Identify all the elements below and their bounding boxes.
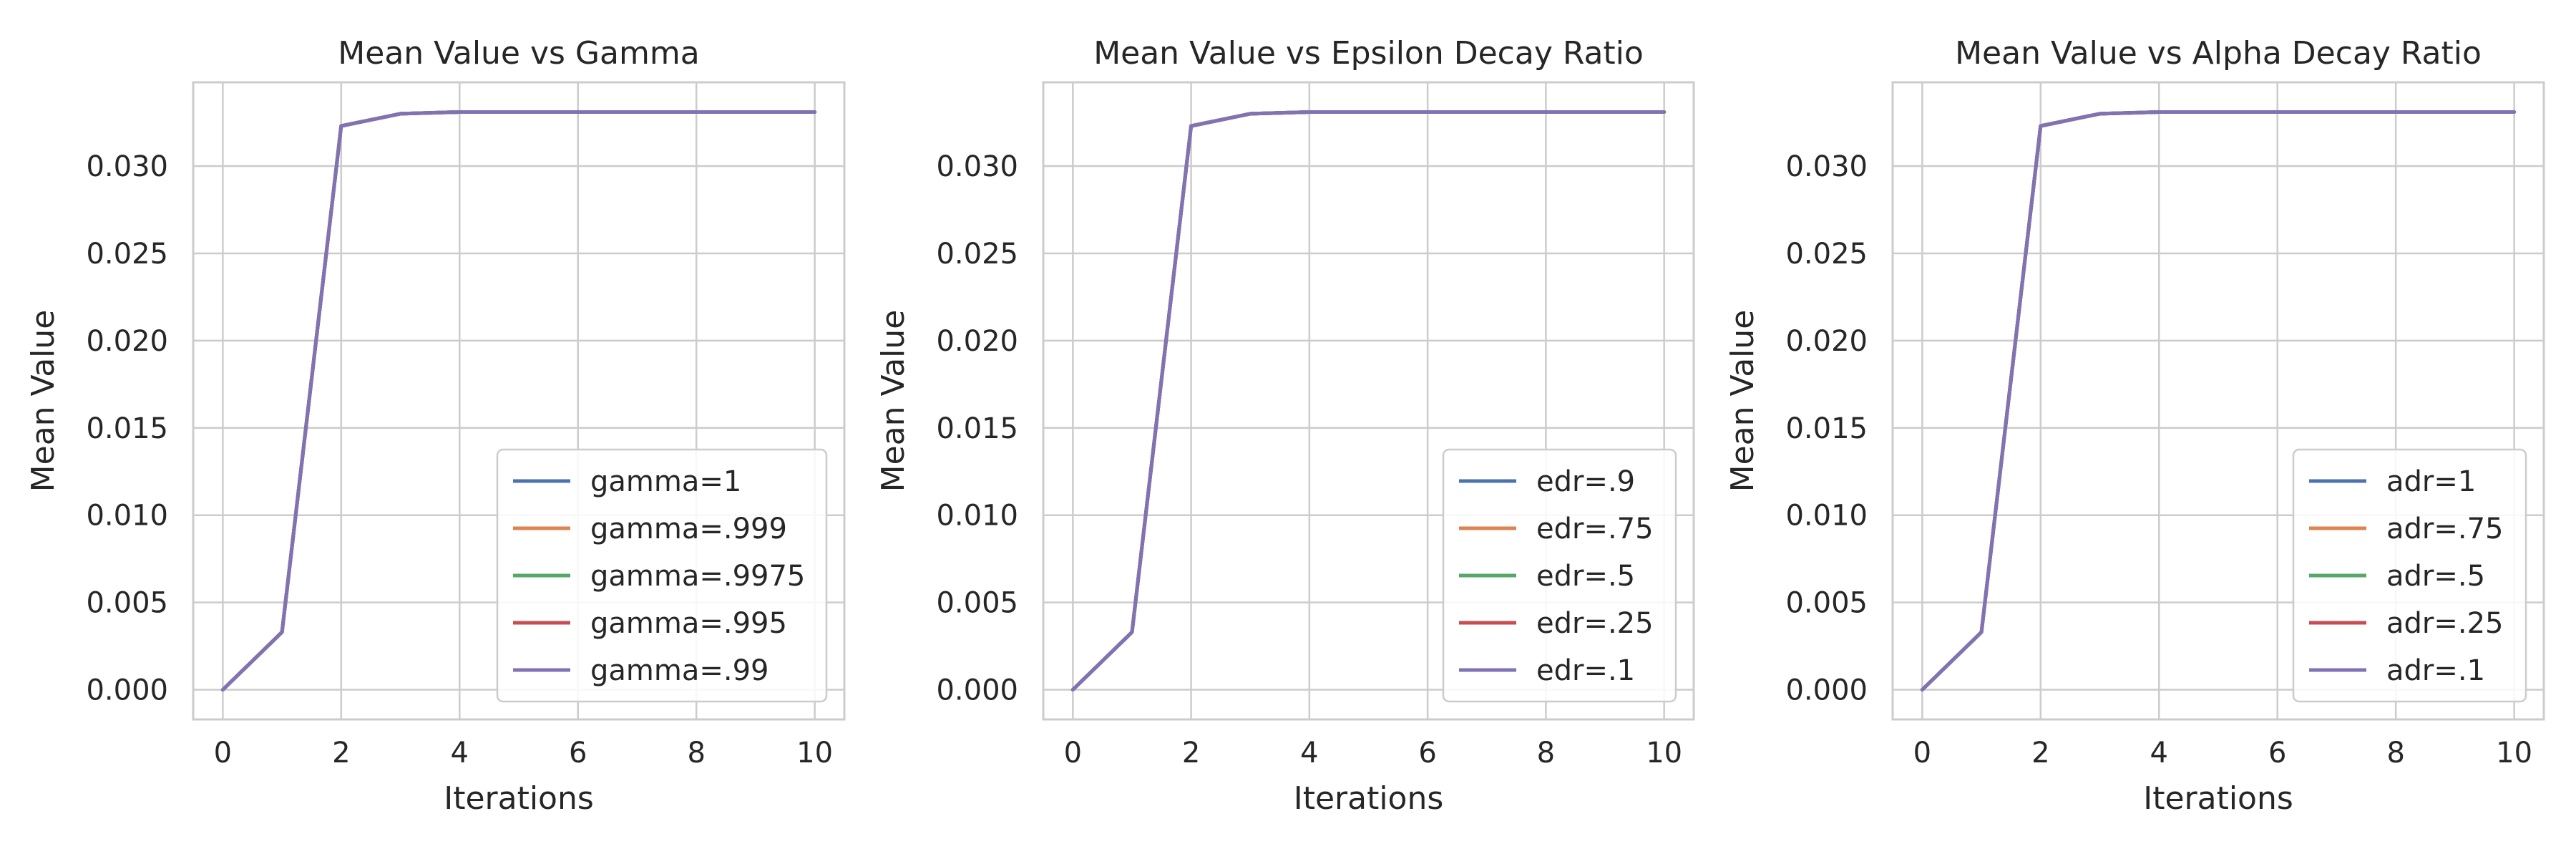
- y-tick-label: 0.020: [936, 325, 1018, 358]
- legend-label: gamma=.99: [590, 654, 769, 687]
- x-tick-label: 0: [1913, 737, 1931, 770]
- x-tick-label: 8: [687, 737, 705, 770]
- y-tick-label: 0.020: [86, 325, 168, 358]
- x-tick-label: 10: [796, 737, 833, 770]
- x-tick-label: 0: [214, 737, 232, 770]
- y-tick-label: 0.005: [1785, 587, 1868, 620]
- y-tick-label: 0.000: [936, 674, 1018, 707]
- y-tick-label: 0.030: [86, 150, 168, 183]
- legend-label: gamma=1: [590, 465, 741, 498]
- y-axis-label: Mean Value: [25, 310, 62, 492]
- x-tick-label: 10: [2496, 737, 2532, 770]
- legend-label: edr=.5: [1536, 560, 1635, 593]
- x-tick-label: 6: [1418, 737, 1436, 770]
- y-tick-label: 0.025: [936, 238, 1018, 271]
- y-tick-label: 0.015: [86, 412, 168, 445]
- y-tick-label: 0.015: [1785, 412, 1868, 445]
- x-axis-label: Iterations: [444, 780, 594, 817]
- series-line-5: [1920, 110, 2517, 691]
- x-tick-label: 8: [2386, 737, 2404, 770]
- legend: gamma=1 gamma=.999 gamma=.9975 gamma=.995 ga…: [496, 448, 828, 703]
- y-axis-label: Mean Value: [1724, 310, 1761, 492]
- x-axis-label: Iterations: [1294, 780, 1444, 817]
- legend-box: [496, 448, 828, 703]
- y-tick-label: 0.000: [86, 674, 168, 707]
- legend-label: gamma=.995: [590, 607, 787, 640]
- y-tick-label: 0.010: [1785, 500, 1868, 533]
- y-axis-label: Mean Value: [875, 310, 912, 492]
- x-tick-label: 4: [1300, 737, 1318, 770]
- chart-panel-1: 0 2 4 6 8 10 0.000 0.005 0.010 0.015 0.020 0.025 0.0…: [25, 35, 846, 817]
- legend: adr=1 adr=.75 adr=.5 adr=.25 adr=.1: [2292, 448, 2527, 703]
- y-tick-label: 0.020: [1785, 325, 1868, 358]
- y-tick-label: 0.015: [936, 412, 1018, 445]
- x-tick-label: 4: [451, 737, 469, 770]
- legend-label: adr=.25: [2386, 607, 2503, 640]
- series-line-5: [220, 110, 817, 691]
- legend-label: adr=1: [2386, 465, 2476, 498]
- y-tick-label: 0.025: [86, 238, 168, 271]
- x-tick-label: 4: [2150, 737, 2168, 770]
- chart-panel-3: 0 2 4 6 8 10 0.000 0.005 0.010 0.015 0.020 0.025 0.0…: [1724, 35, 2545, 817]
- legend-label: gamma=.999: [590, 513, 787, 545]
- legend-box: [2292, 448, 2527, 703]
- legend-label: adr=.1: [2386, 654, 2485, 687]
- legend-label: edr=.75: [1536, 513, 1654, 545]
- legend-label: edr=.1: [1536, 654, 1635, 687]
- chart-panel-2: 0 2 4 6 8 10 0.000 0.005 0.010 0.015 0.020 0.025 0.0…: [875, 35, 1695, 817]
- y-tick-label: 0.030: [1785, 150, 1868, 183]
- y-tick-label: 0.010: [86, 500, 168, 533]
- y-tick-label: 0.010: [936, 500, 1018, 533]
- y-tick-label: 0.005: [86, 587, 168, 620]
- x-tick-label: 10: [1646, 737, 1682, 770]
- legend-label: adr=.5: [2386, 560, 2485, 593]
- legend: edr=.9 edr=.75 edr=.5 edr=.25 edr=.1: [1442, 448, 1677, 703]
- plot-frame: [192, 81, 846, 721]
- chart-title: Mean Value vs Gamma: [338, 35, 699, 72]
- x-tick-label: 6: [2268, 737, 2286, 770]
- chart-title: Mean Value vs Epsilon Decay Ratio: [1093, 35, 1644, 72]
- x-tick-label: 0: [1064, 737, 1082, 770]
- legend-label: adr=.75: [2386, 513, 2503, 545]
- x-tick-label: 8: [1537, 737, 1555, 770]
- y-tick-label: 0.025: [1785, 238, 1868, 271]
- legend-label: edr=.9: [1536, 465, 1635, 498]
- x-axis-label: Iterations: [2143, 780, 2293, 817]
- legend-box: [1442, 448, 1677, 703]
- x-tick-label: 2: [1182, 737, 1200, 770]
- y-tick-label: 0.030: [936, 150, 1018, 183]
- y-tick-label: 0.005: [936, 587, 1018, 620]
- chart-title: Mean Value vs Alpha Decay Ratio: [1955, 35, 2482, 72]
- x-tick-label: 2: [2031, 737, 2049, 770]
- plot-frame: [1891, 81, 2545, 721]
- legend-label: gamma=.9975: [590, 560, 805, 593]
- series-line-5: [1070, 110, 1667, 691]
- legend-label: edr=.25: [1536, 607, 1654, 640]
- y-tick-label: 0.000: [1785, 674, 1868, 707]
- x-tick-label: 6: [569, 737, 587, 770]
- plot-frame: [1042, 81, 1695, 721]
- x-tick-label: 2: [332, 737, 350, 770]
